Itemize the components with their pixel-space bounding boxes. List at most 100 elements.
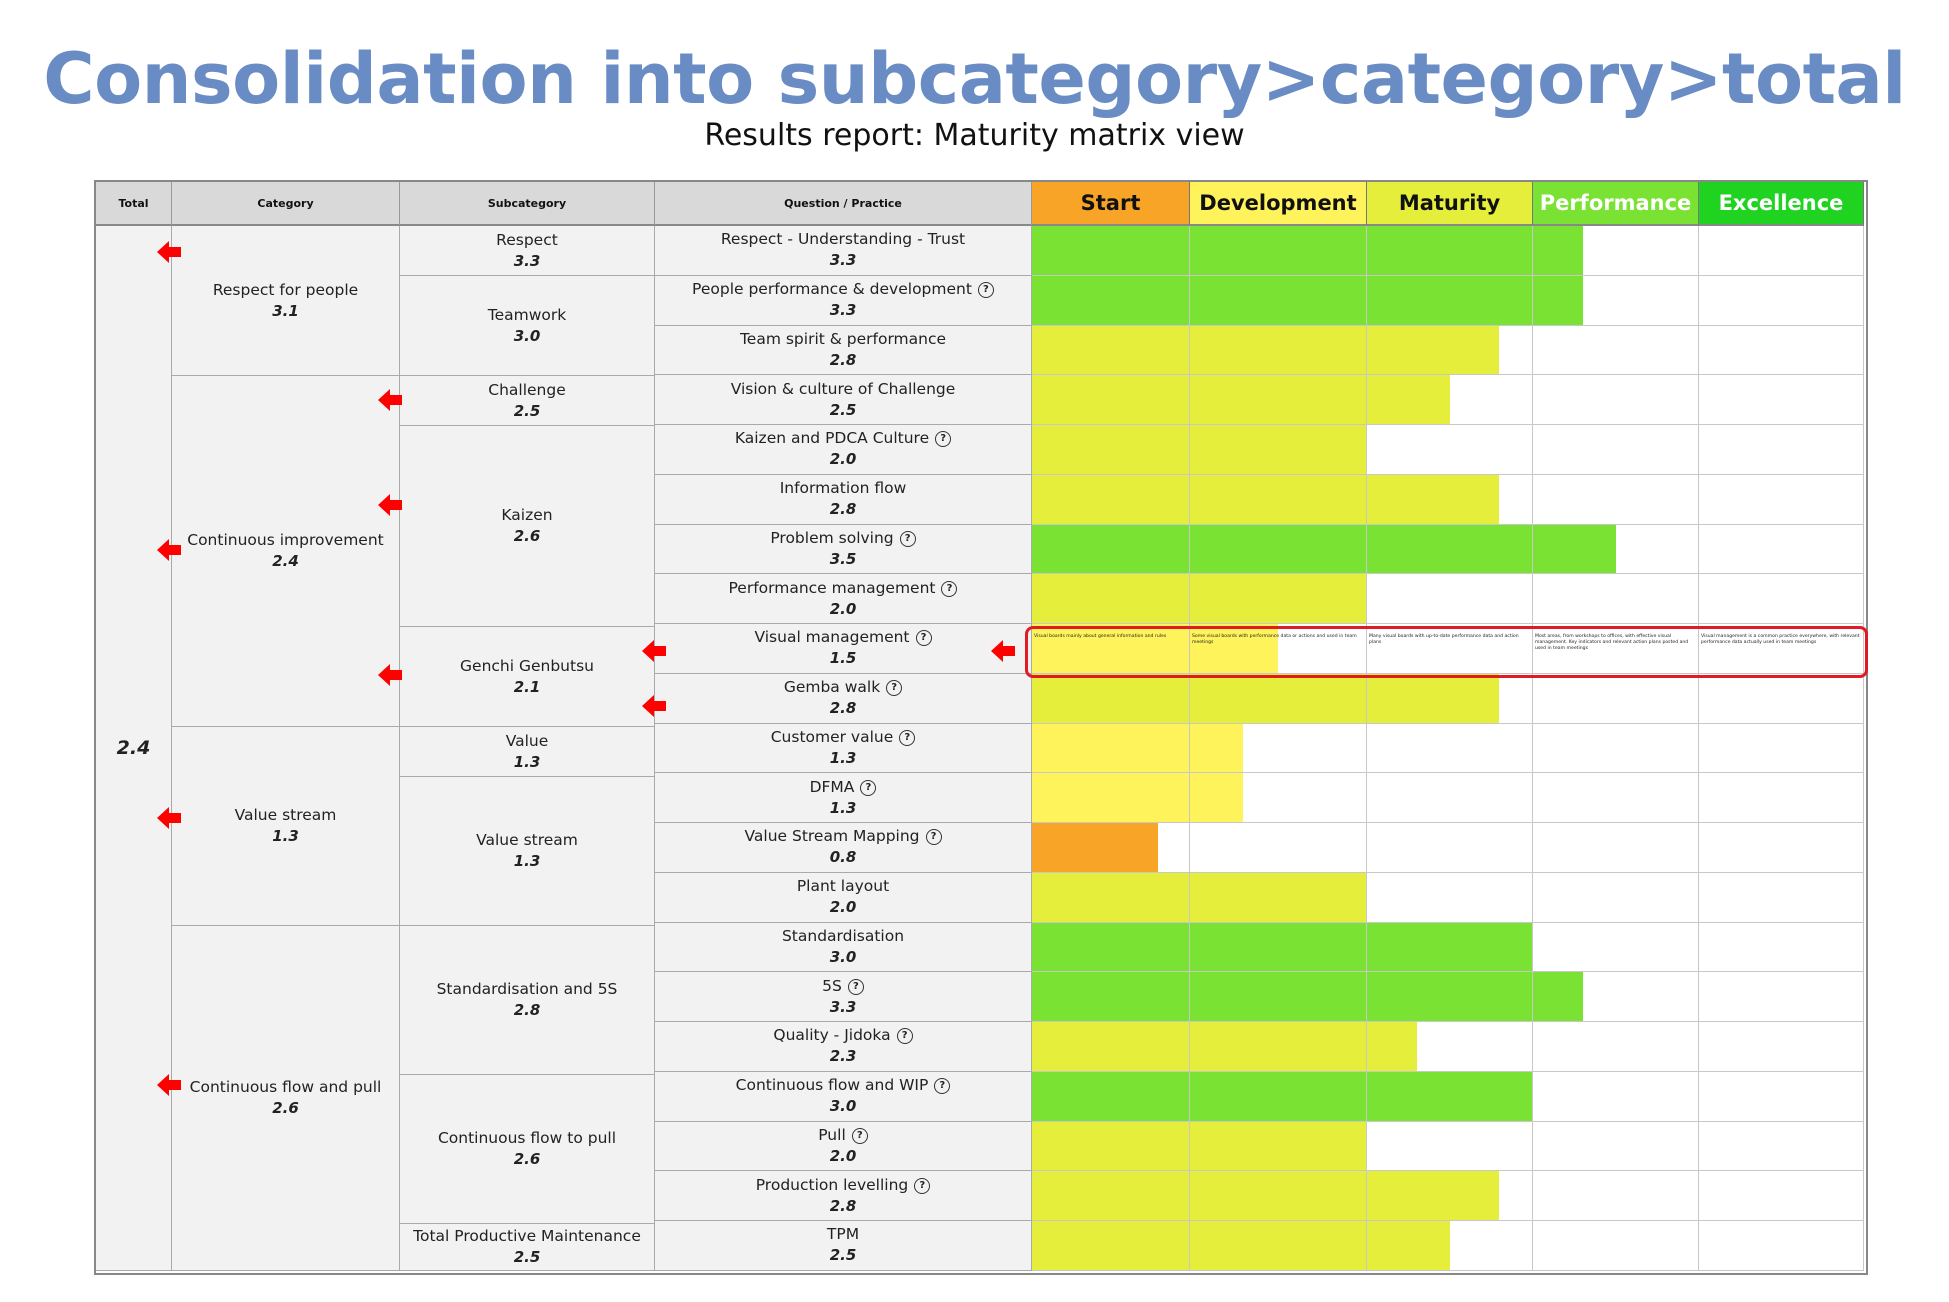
help-circle-icon[interactable]: ? [899,729,916,746]
question-row[interactable]: Kaizen and PDCA Culture? 2.0 [655,425,1032,475]
maturity-fill [1032,275,1189,325]
question-row[interactable]: Visual management? 1.5 [655,624,1032,674]
maturity-cell [1032,375,1190,425]
question-label: People performance & development? [692,279,994,299]
help-circle-icon[interactable]: ? [914,1177,931,1194]
question-row[interactable]: Performance management? 2.0 [655,574,1032,624]
category-score: 1.3 [272,827,299,845]
question-label: Visual management? [754,627,932,647]
question-label: Performance management? [729,578,958,598]
question-row[interactable]: Value Stream Mapping? 0.8 [655,823,1032,873]
subcategory-total-productive-maintenance[interactable]: Total Productive Maintenance 2.5 [400,1224,655,1271]
question-label: TPM [827,1224,859,1244]
maturity-fill [1190,1221,1366,1270]
maturity-fill [1190,872,1366,922]
question-score: 1.3 [829,798,857,817]
header-total: Total [96,182,172,226]
subcategory-standardisation-and-5s[interactable]: Standardisation and 5S 2.8 [400,926,655,1075]
help-circle-icon[interactable]: ? [941,580,958,597]
help-circle-icon[interactable]: ? [899,530,916,547]
maturity-fill [1367,226,1532,275]
category-continuous-improvement[interactable]: Continuous improvement 2.4 [172,376,400,727]
help-circle-icon[interactable]: ? [925,829,942,846]
question-row[interactable]: Continuous flow and WIP? 3.0 [655,1071,1032,1122]
question-label: Standardisation [782,926,904,946]
maturity-cell [1699,972,1864,1022]
level-header-development: Development [1190,182,1367,226]
question-row[interactable]: People performance & development? 3.3 [655,275,1032,326]
subcategory-challenge[interactable]: Challenge 2.5 [400,376,655,426]
question-row[interactable]: Team spirit & performance 2.8 [655,325,1032,376]
question-row[interactable]: Pull? 2.0 [655,1121,1032,1172]
category-respect-for-people[interactable]: Respect for people 3.1 [172,226,400,376]
question-label: Customer value? [771,727,916,747]
maturity-cell [1032,574,1190,624]
question-row[interactable]: Information flow 2.8 [655,474,1032,525]
subcategory-label: Genchi Genbutsu [460,656,594,675]
question-label: Quality - Jidoka? [773,1025,913,1045]
maturity-cell [1367,1071,1533,1122]
maturity-cell [1032,1171,1190,1221]
question-row[interactable]: Production levelling? 2.8 [655,1171,1032,1221]
maturity-fill [1190,275,1366,325]
help-circle-icon[interactable]: ? [851,1127,868,1144]
question-row[interactable]: Gemba walk? 2.8 [655,673,1032,724]
help-circle-icon[interactable]: ? [977,282,994,299]
maturity-description: Visual management is a common practice e… [1701,634,1860,645]
help-circle-icon[interactable]: ? [896,1028,913,1045]
help-circle-icon[interactable]: ? [860,779,877,796]
maturity-fill [1190,1022,1366,1071]
maturity-cell [1699,673,1864,724]
maturity-cell [1190,1121,1367,1172]
subcategory-genchi-genbutsu[interactable]: Genchi Genbutsu 2.1 [400,627,655,727]
question-row[interactable]: Problem solving? 3.5 [655,524,1032,575]
question-score: 2.8 [829,350,857,369]
maturity-cell [1699,375,1864,425]
header-category: Category [172,182,400,226]
maturity-cell [1367,1121,1533,1172]
subcategory-continuous-flow-to-pull[interactable]: Continuous flow to pull 2.6 [400,1075,655,1224]
question-row[interactable]: Respect - Understanding - Trust 3.3 [655,226,1032,276]
subcategory-label: Respect [496,230,558,249]
maturity-cell [1367,1221,1533,1271]
maturity-cell [1699,524,1864,575]
maturity-fill [1190,673,1366,723]
help-circle-icon[interactable]: ? [935,431,952,448]
maturity-fill [1190,574,1366,623]
maturity-cell: Visual management is a common practice e… [1699,624,1864,674]
maturity-cell [1533,1221,1699,1271]
question-row[interactable]: 5S? 3.3 [655,972,1032,1022]
arrow-left-icon [378,494,402,516]
help-circle-icon[interactable]: ? [915,630,932,647]
question-row[interactable]: DFMA? 1.3 [655,773,1032,823]
help-circle-icon[interactable]: ? [934,1078,951,1095]
question-row[interactable]: Quality - Jidoka? 2.3 [655,1022,1032,1072]
maturity-cell [1699,723,1864,774]
maturity-fill [1032,823,1158,872]
question-row[interactable]: Customer value? 1.3 [655,723,1032,774]
question-score: 2.8 [829,1196,857,1215]
maturity-cell [1190,723,1367,774]
subcategory-teamwork[interactable]: Teamwork 3.0 [400,276,655,376]
maturity-cell [1699,226,1864,276]
help-circle-icon[interactable]: ? [886,680,903,697]
question-row[interactable]: Plant layout 2.0 [655,872,1032,923]
subcategory-label: Value [505,731,549,750]
help-circle-icon[interactable]: ? [847,978,864,995]
arrow-left-icon [378,664,402,686]
question-text: Gemba walk [783,678,881,697]
maturity-cell [1367,773,1533,823]
subcategory-value[interactable]: Value 1.3 [400,727,655,777]
subcategory-respect[interactable]: Respect 3.3 [400,226,655,276]
category-value-stream[interactable]: Value stream 1.3 [172,727,400,926]
question-score: 2.0 [829,898,857,917]
subcategory-kaizen[interactable]: Kaizen 2.6 [400,426,655,627]
question-row[interactable]: Standardisation 3.0 [655,922,1032,973]
question-row[interactable]: TPM 2.5 [655,1221,1032,1271]
category-continuous-flow-and-pull[interactable]: Continuous flow and pull 2.6 [172,926,400,1271]
maturity-cell [1367,723,1533,774]
question-label: DFMA? [810,777,877,797]
subcategory-value-stream[interactable]: Value stream 1.3 [400,777,655,926]
question-label: Value Stream Mapping? [744,826,942,846]
question-row[interactable]: Vision & culture of Challenge 2.5 [655,375,1032,425]
